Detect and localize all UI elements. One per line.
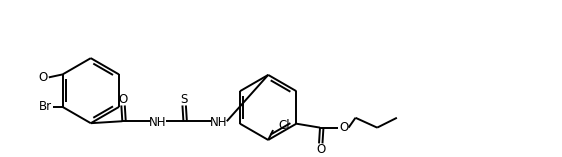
Text: S: S [180,93,188,106]
Text: Cl: Cl [278,119,289,132]
Text: O: O [39,71,48,84]
Text: O: O [316,143,325,156]
Text: O: O [339,121,348,134]
Text: NH: NH [149,116,166,129]
Text: O: O [118,93,128,106]
Text: NH: NH [210,116,228,129]
Text: Br: Br [39,100,52,114]
